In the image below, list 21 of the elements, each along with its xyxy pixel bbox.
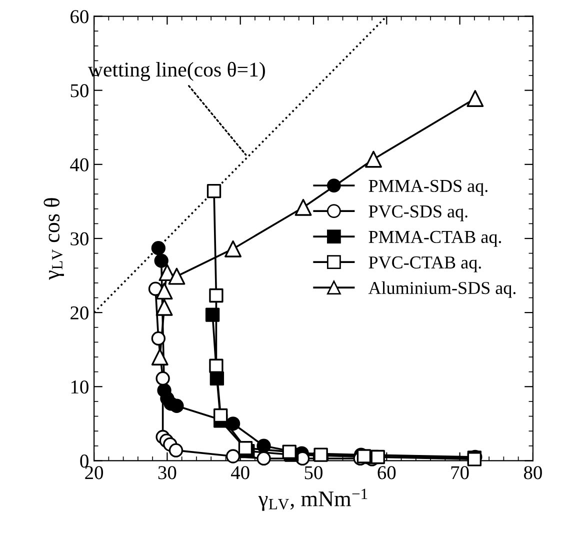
x-tick-label: 60 — [378, 466, 396, 480]
x-tick-label: 30 — [158, 466, 176, 480]
y-tick-label: 30 — [70, 232, 88, 246]
y-tick-label: 20 — [70, 306, 88, 320]
y-axis-title: γ$_{LV}$ cos θ — [44, 198, 64, 280]
y-tick-label: 50 — [70, 84, 88, 98]
legend-label: PMMA-SDS aq. — [368, 180, 488, 196]
legend-label: PVC-SDS aq. — [368, 205, 468, 222]
x-tick-label: 40 — [231, 466, 250, 480]
x-tick-label: 80 — [524, 466, 542, 480]
legend-label: PVC-CTAB aq. — [368, 256, 481, 272]
x-axis-title: γ$_{LV}$, mNm$^{−1}$ — [258, 488, 368, 511]
x-tick-label: 20 — [85, 466, 104, 480]
y-tick-label: 10 — [71, 380, 88, 394]
legend-label: PMMA-CTAB aq. — [368, 230, 502, 247]
y-tick-label: 60 — [70, 10, 88, 24]
x-tick-label: 70 — [451, 466, 469, 480]
y-tick-label: 40 — [70, 158, 88, 172]
x-tick-label: 50 — [304, 466, 322, 480]
legend-label: Aluminium-SDS aq. — [368, 281, 516, 298]
y-tick-label: 0 — [80, 454, 88, 468]
